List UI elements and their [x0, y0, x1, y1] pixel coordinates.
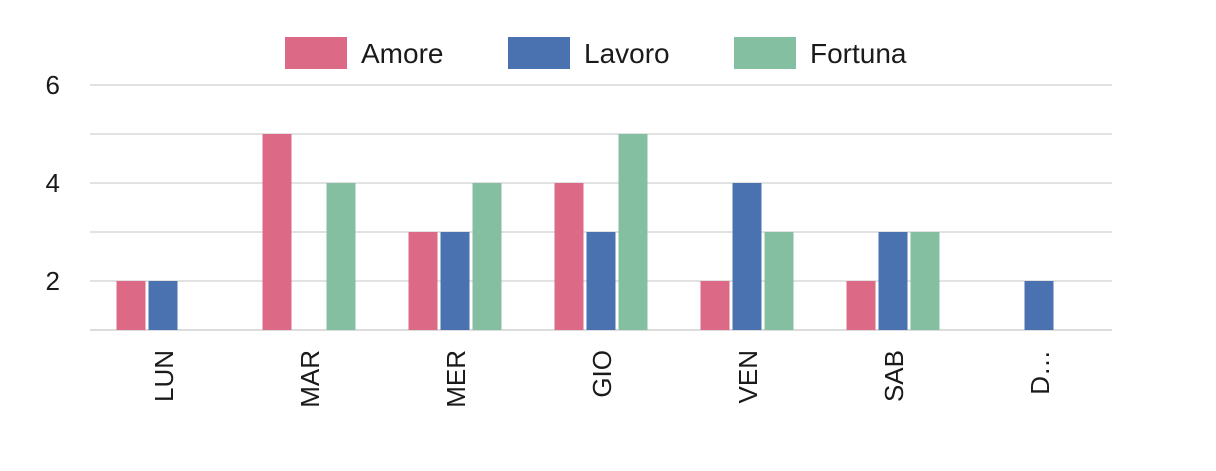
legend: Amore Lavoro Fortuna	[285, 37, 907, 69]
bar-amore-sab	[846, 281, 876, 330]
legend-label-amore: Amore	[361, 38, 443, 69]
x-tick-label: D…	[1025, 350, 1055, 395]
legend-label-lavoro: Lavoro	[584, 38, 670, 69]
bar-amore-mer	[408, 232, 438, 330]
legend-label-fortuna: Fortuna	[810, 38, 907, 69]
legend-swatch-fortuna	[734, 37, 796, 69]
legend-swatch-amore	[285, 37, 347, 69]
bar-amore-gio	[554, 183, 584, 330]
bar-fortuna-mar	[326, 183, 356, 330]
legend-swatch-lavoro	[508, 37, 570, 69]
bar-fortuna-ven	[764, 232, 794, 330]
bars-layer	[116, 134, 1054, 330]
bar-amore-mar	[262, 134, 292, 330]
x-tick-label: VEN	[733, 350, 763, 403]
x-tick-label: LUN	[149, 350, 179, 402]
bar-lavoro-sab	[878, 232, 908, 330]
x-tick-label: GIO	[587, 350, 617, 398]
y-tick-label: 2	[46, 266, 60, 296]
bar-fortuna-mer	[472, 183, 502, 330]
bar-fortuna-gio	[618, 134, 648, 330]
x-axis: LUN MAR MER GIO VEN SAB D…	[149, 350, 1055, 408]
bar-fortuna-sab	[910, 232, 940, 330]
y-tick-label: 4	[46, 168, 60, 198]
bar-amore-ven	[700, 281, 730, 330]
bar-lavoro-mer	[440, 232, 470, 330]
x-tick-label: MAR	[295, 350, 325, 408]
bar-lavoro-ven	[732, 183, 762, 330]
bar-lavoro-lun	[148, 281, 178, 330]
bar-lavoro-gio	[586, 232, 616, 330]
bar-lavoro-d…	[1024, 281, 1054, 330]
bar-amore-lun	[116, 281, 146, 330]
y-axis: 2 4 6	[46, 70, 60, 296]
x-tick-label: SAB	[879, 350, 909, 402]
x-tick-label: MER	[441, 350, 471, 408]
y-tick-label: 6	[46, 70, 60, 100]
